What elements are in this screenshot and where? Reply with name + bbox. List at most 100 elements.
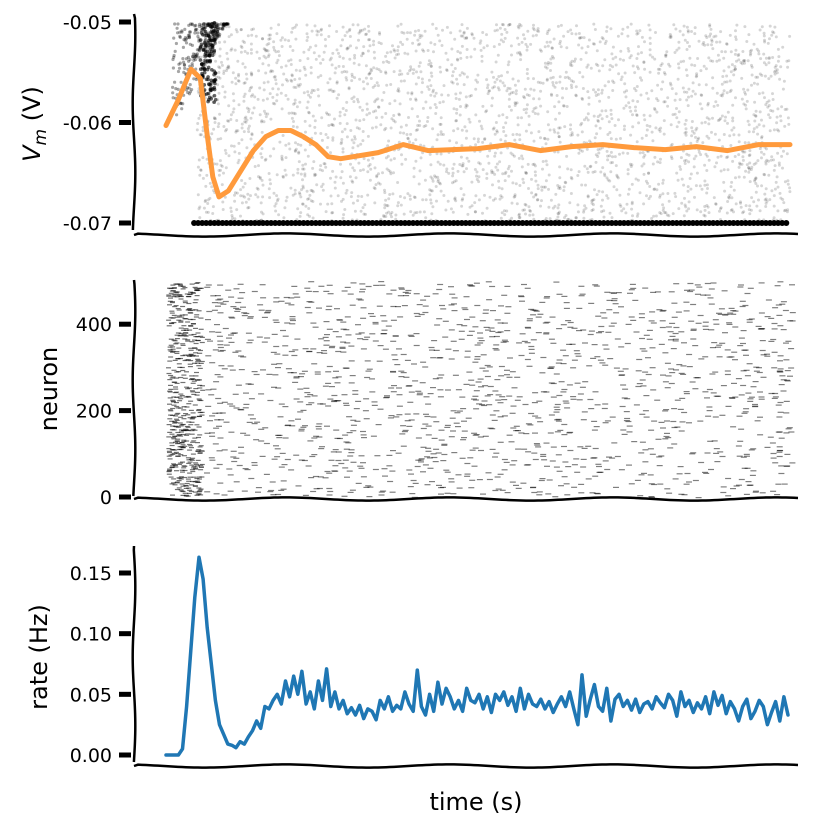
vm-point	[232, 144, 236, 148]
raster-spike	[686, 422, 692, 424]
raster-spike	[671, 302, 678, 304]
vm-point	[445, 25, 449, 29]
vm-point	[643, 40, 646, 44]
vm-point	[383, 203, 387, 207]
vm-point	[750, 196, 754, 200]
vm-point	[220, 183, 224, 187]
raster-spike	[241, 315, 248, 317]
raster-spike	[288, 297, 295, 299]
raster-spike	[432, 293, 439, 295]
raster-spike	[199, 463, 205, 466]
raster-spike	[681, 342, 687, 344]
vm-point	[592, 22, 596, 26]
raster-spike	[743, 408, 750, 410]
raster-spike	[592, 391, 599, 393]
raster-spike	[166, 436, 172, 438]
vm-point	[225, 22, 229, 26]
raster-spike	[709, 347, 716, 349]
vm-point	[442, 194, 446, 197]
raster-spike	[181, 418, 187, 420]
vm-point	[465, 129, 469, 133]
vm-point	[758, 72, 762, 76]
vm-point	[412, 195, 416, 199]
raster-spike	[181, 329, 187, 331]
vm-point	[765, 100, 769, 104]
vm-point	[293, 78, 297, 81]
vm-point	[215, 33, 219, 37]
vm-point	[675, 107, 678, 110]
vm-point	[438, 39, 442, 43]
vm-point	[517, 42, 521, 46]
raster-spike	[180, 485, 186, 487]
vm-point	[190, 88, 194, 92]
raster-spike	[372, 340, 379, 342]
vm-point	[737, 140, 741, 144]
vm-point	[662, 132, 666, 136]
raster-spike	[189, 355, 195, 357]
vm-point	[776, 209, 780, 213]
vm-point	[540, 188, 544, 192]
raster-spike	[669, 322, 676, 324]
vm-point	[303, 174, 307, 178]
vm-point	[217, 71, 221, 74]
vm-point	[643, 153, 647, 157]
vm-reset-point	[410, 220, 417, 226]
vm-point	[333, 180, 337, 184]
vm-point	[690, 126, 694, 130]
vm-point	[293, 149, 297, 152]
vm-point	[642, 61, 646, 64]
vm-point	[516, 79, 520, 83]
vm-point	[486, 154, 490, 158]
vm-point	[556, 131, 560, 135]
vm-point	[195, 48, 199, 52]
vm-point	[688, 44, 691, 48]
raster-spike	[184, 425, 190, 428]
raster-spike	[245, 383, 252, 385]
vm-point	[217, 23, 221, 27]
raster-spike	[728, 397, 735, 399]
vm-point	[597, 189, 601, 193]
vm-point	[204, 62, 208, 66]
raster-spike	[651, 420, 658, 422]
raster-spike	[787, 375, 793, 377]
vm-point	[637, 45, 640, 49]
vm-point	[188, 42, 192, 46]
raster-spike	[271, 386, 277, 388]
vm-point	[358, 119, 362, 123]
vm-point	[516, 123, 520, 127]
vm-point	[747, 166, 750, 170]
vm-point	[501, 172, 505, 176]
vm-point	[561, 86, 564, 90]
raster-spike	[525, 451, 532, 453]
raster-spike	[174, 342, 180, 344]
vm-point	[725, 42, 729, 46]
raster-spike	[469, 479, 476, 481]
raster-spike	[195, 481, 200, 483]
vm-point	[225, 128, 229, 131]
raster-spike	[197, 434, 203, 436]
raster-spike	[180, 423, 186, 426]
raster-spike	[235, 301, 242, 304]
raster-spike	[332, 331, 339, 333]
vm-point	[487, 89, 491, 93]
vm-point	[369, 167, 373, 171]
raster-spike	[554, 431, 561, 433]
vm-point	[695, 72, 699, 76]
vm-point	[776, 59, 780, 63]
raster-spike	[217, 437, 224, 439]
vm-point	[269, 182, 272, 186]
vm-point	[221, 25, 225, 29]
vm-point	[786, 116, 790, 120]
vm-point	[350, 74, 354, 78]
raster-spike	[448, 304, 455, 306]
vm-point	[216, 26, 220, 30]
vm-point	[284, 173, 288, 177]
vm-point	[495, 77, 499, 81]
raster-spike	[634, 479, 641, 481]
vm-point	[239, 214, 242, 218]
vm-point	[511, 90, 515, 94]
raster-spike	[430, 357, 437, 359]
raster-spike	[189, 484, 195, 486]
vm-point	[739, 61, 743, 64]
